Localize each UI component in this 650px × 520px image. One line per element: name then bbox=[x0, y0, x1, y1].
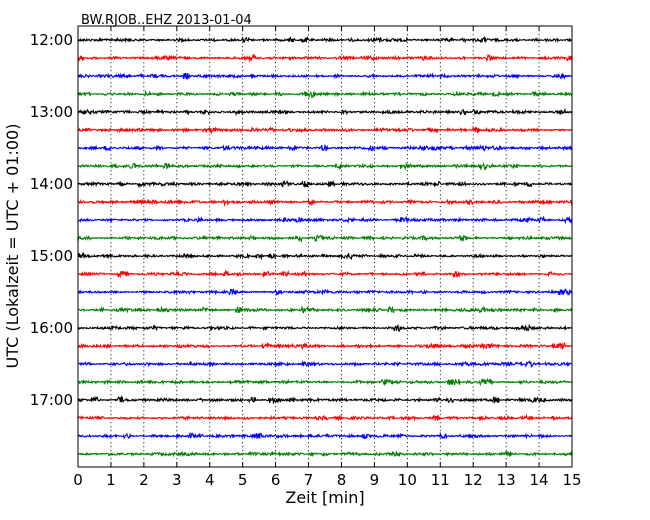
x-tick-label: 8 bbox=[337, 471, 347, 489]
x-tick-label: 5 bbox=[238, 471, 248, 489]
trace-1230 bbox=[77, 72, 573, 81]
trace-1615 bbox=[77, 341, 573, 350]
trace-1345 bbox=[77, 161, 573, 171]
x-tick-label: 14 bbox=[530, 471, 549, 489]
x-axis-label: Zeit [min] bbox=[285, 488, 364, 507]
trace-1700 bbox=[77, 394, 573, 405]
y-tick-label: 14:00 bbox=[30, 175, 73, 193]
y-axis-label: UTC (Lokalzeit = UTC + 01:00) bbox=[3, 124, 22, 369]
x-tick-label: 6 bbox=[271, 471, 281, 489]
trace-1300 bbox=[77, 107, 573, 117]
y-tick-label: 13:00 bbox=[30, 103, 73, 121]
grid-lines bbox=[110, 26, 540, 467]
x-tick-label: 0 bbox=[73, 471, 83, 489]
y-tick-label: 15:00 bbox=[30, 247, 73, 265]
chart-title: BW.RJOB..EHZ 2013-01-04 bbox=[81, 13, 252, 28]
y-tick-label: 12:00 bbox=[30, 31, 73, 49]
trace-1530 bbox=[77, 288, 573, 297]
trace-1330 bbox=[77, 144, 573, 152]
trace-1645 bbox=[77, 377, 573, 387]
trace-1400 bbox=[77, 179, 573, 189]
x-axis: 0 1 2 3 4 5 6 7 8 9 10 11 12 13 14 15 bbox=[73, 26, 582, 489]
trace-1445 bbox=[77, 234, 573, 244]
x-tick-label: 7 bbox=[304, 471, 314, 489]
trace-1200 bbox=[77, 36, 573, 44]
x-tick-label: 10 bbox=[398, 471, 417, 489]
x-tick-label: 11 bbox=[431, 471, 450, 489]
x-tick-label: 1 bbox=[106, 471, 116, 489]
trace-1315 bbox=[77, 125, 573, 135]
trace-1515 bbox=[77, 269, 573, 279]
y-tick-label: 17:00 bbox=[30, 391, 73, 409]
trace-1545 bbox=[77, 305, 573, 314]
plot-frame bbox=[77, 25, 573, 468]
trace-1500 bbox=[77, 252, 573, 261]
seismic-traces bbox=[77, 36, 573, 458]
x-tick-label: 3 bbox=[172, 471, 182, 489]
x-tick-label: 15 bbox=[562, 471, 581, 489]
trace-1715 bbox=[77, 413, 573, 422]
x-tick-label: 4 bbox=[205, 471, 215, 489]
x-tick-label: 9 bbox=[370, 471, 380, 489]
trace-1430 bbox=[77, 215, 573, 225]
trace-1730 bbox=[77, 431, 573, 440]
trace-1245 bbox=[77, 89, 573, 99]
trace-1630 bbox=[77, 360, 573, 368]
x-tick-label: 12 bbox=[464, 471, 483, 489]
trace-1745 bbox=[77, 450, 573, 458]
x-tick-label: 2 bbox=[139, 471, 149, 489]
trace-1215 bbox=[77, 53, 573, 63]
y-tick-label: 16:00 bbox=[30, 319, 73, 337]
trace-1415 bbox=[77, 198, 573, 207]
trace-1600 bbox=[77, 323, 573, 333]
x-tick-label: 13 bbox=[497, 471, 516, 489]
y-axis: 12:00 13:00 14:00 15:00 16:00 17:00 bbox=[30, 31, 572, 409]
